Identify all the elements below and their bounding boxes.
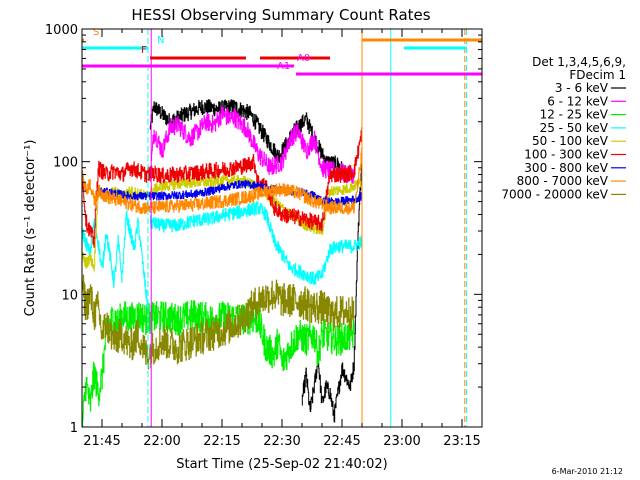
plot-area: S NF A0 A1 <box>82 27 482 427</box>
legend-label-100-300-kev: 100 - 300 keV <box>524 148 608 162</box>
series-6-12-kev-line-1 <box>151 106 355 185</box>
series-100-300-kev-line-1 <box>82 127 363 248</box>
plot-frame <box>81 28 483 428</box>
flag-label-f: F <box>141 45 147 56</box>
legend-header-line-2: FDecim 1 <box>569 68 626 82</box>
tick-labels: 21:45 22:00 22:15 22:30 22:45 23:00 23:15 1 10 10… <box>45 23 481 449</box>
x-tick-label-22-15: 22:15 <box>203 434 240 449</box>
chart-title: HESSI Observing Summary Count Rates <box>131 6 430 24</box>
x-tick-label-21-45: 21:45 <box>83 434 120 449</box>
flag-label-a1: A1 <box>277 61 290 72</box>
legend-header-line-1: Det 1,3,4,5,6,9, <box>532 55 626 69</box>
axis-ticks <box>81 28 483 428</box>
legend-label-12-25-kev: 12 - 25 keV <box>540 108 609 122</box>
series-7000-20000-kev-line-1 <box>82 274 355 370</box>
legend-label-50-100-kev: 50 - 100 keV <box>532 134 609 148</box>
y-tick-label-1000: 1000 <box>45 23 78 38</box>
legend-label-3-6-kev: 3 - 6 keV <box>555 81 609 95</box>
x-tick-label-22-30: 22:30 <box>263 434 300 449</box>
x-tick-label-22-45: 22:45 <box>323 434 360 449</box>
x-tick-label-22-00: 22:00 <box>143 434 180 449</box>
series-800-7000-kev-line-1 <box>82 147 363 215</box>
series-12-25-kev-line-1 <box>82 300 355 427</box>
y-tick-label-1: 1 <box>70 421 78 436</box>
series-25-50-kev-line-1 <box>82 210 149 309</box>
footer-date: 6-Mar-2010 21:12 <box>552 467 623 476</box>
series-25-50-kev-line-2 <box>149 201 363 286</box>
legend-label-7000-20000-kev: 7000 - 20000 keV <box>501 187 608 201</box>
legend-label-6-12-kev: 6 - 12 keV <box>547 94 609 108</box>
y-tick-label-100: 100 <box>53 156 78 171</box>
y-axis-label: Count Rate (s⁻¹ detector⁻¹) <box>23 140 38 317</box>
legend-label-25-50-kev: 25 - 50 keV <box>540 121 609 135</box>
flag-label-a0: A0 <box>297 53 310 64</box>
series-50-100-kev-line-1 <box>82 174 363 272</box>
flag-label-n: N <box>157 35 164 46</box>
x-tick-label-23-00: 23:00 <box>383 434 420 449</box>
plot-clipped-group: S NF A0 A1 <box>82 27 482 427</box>
legend-label-800-7000-kev: 800 - 7000 keV <box>517 174 609 188</box>
x-tick-label-23-15: 23:15 <box>443 434 480 449</box>
series-3-6-kev-line-2 <box>301 151 363 423</box>
flag-label-s: S <box>93 27 99 38</box>
y-tick-label-10: 10 <box>61 288 78 303</box>
legend-label-300-800-kev: 300 - 800 keV <box>524 161 608 175</box>
x-axis-label: Start Time (25-Sep-02 21:40:02) <box>176 457 387 472</box>
